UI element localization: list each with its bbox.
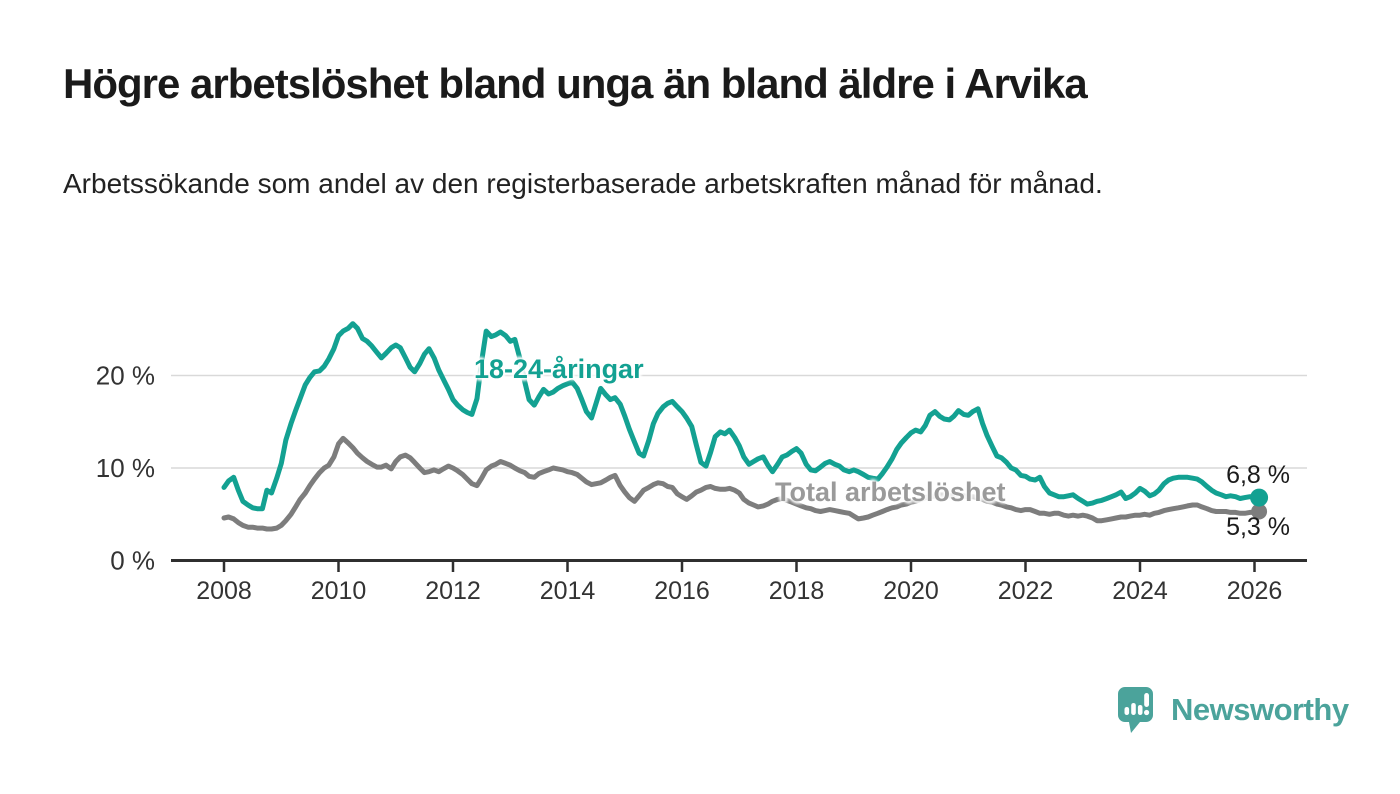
x-axis-label: 2016 [654, 577, 710, 605]
series-end-dot-total [1251, 503, 1268, 520]
y-axis-label: 0 % [110, 546, 155, 576]
series-line-18-24 [221, 321, 1262, 512]
page-subtitle: Arbetssökande som andel av den registerb… [63, 168, 1103, 199]
x-axis-label: 2024 [1112, 577, 1168, 605]
page-title: Högre arbetslöshet bland unga än bland ä… [63, 60, 1088, 107]
end-value-label-total: 5,3 % [1226, 513, 1290, 541]
x-axis-label: 2020 [883, 577, 939, 605]
x-axis-label: 2014 [540, 577, 596, 605]
x-axis-label: 2012 [425, 577, 481, 605]
x-axis-label: 2010 [311, 577, 367, 605]
x-axis-label: 2018 [769, 577, 825, 605]
x-axis-label: 2022 [998, 577, 1054, 605]
newsworthy-logo-icon [1118, 687, 1153, 733]
series-label-total: Total arbetslöshet [775, 477, 1006, 507]
series-line-total [221, 435, 1262, 532]
y-axis-label: 10 % [96, 453, 155, 483]
y-axis-label: 20 % [96, 361, 155, 391]
end-value-label-18-24: 6,8 % [1226, 461, 1290, 489]
newsworthy-brand: Newsworthy [1117, 686, 1349, 734]
x-axis-label: 2008 [196, 577, 252, 605]
series-label-18-24: 18-24-åringar [474, 354, 644, 384]
newsworthy-brand-name: Newsworthy [1171, 692, 1349, 727]
x-axis-label: 2026 [1227, 577, 1283, 605]
series-end-dot-18-24 [1250, 488, 1269, 507]
